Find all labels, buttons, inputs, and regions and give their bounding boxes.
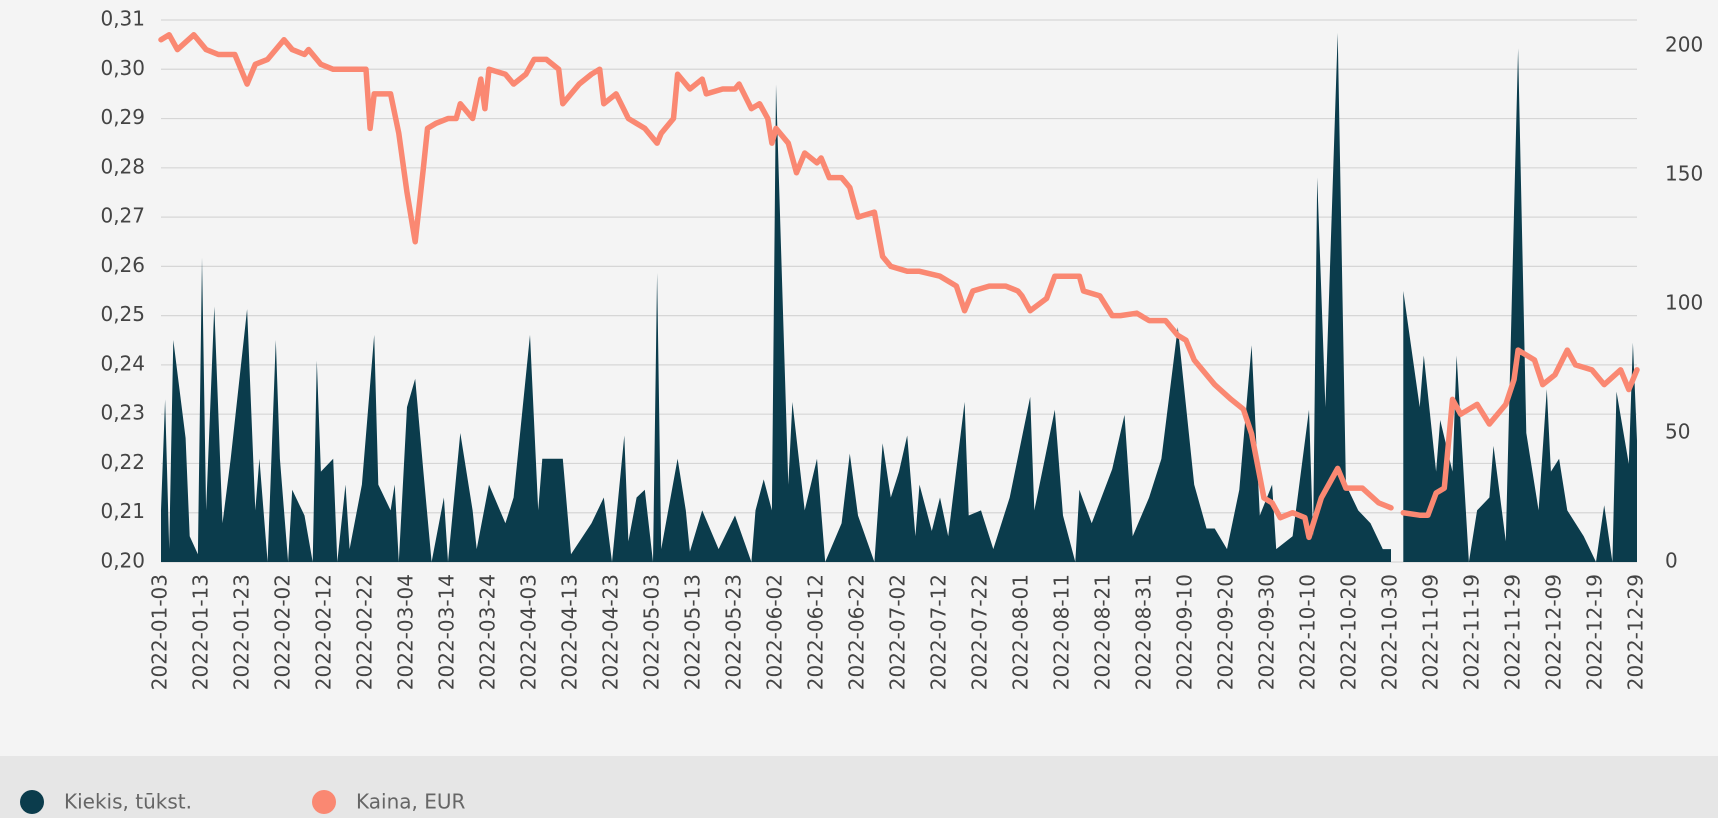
y-tick-label: 0,28: [100, 154, 145, 178]
x-tick-label: 2022-10-10: [1296, 574, 1320, 690]
x-tick-label: 2022-07-12: [927, 574, 951, 690]
x-tick-label: 2022-10-20: [1337, 574, 1361, 690]
x-tick-label: 2022-12-19: [1583, 574, 1607, 690]
x-tick-label: 2022-10-30: [1378, 574, 1402, 690]
x-tick-label: 2022-05-13: [681, 574, 705, 690]
y-tick-label: 0,30: [100, 56, 145, 80]
x-tick-label: 2022-08-21: [1091, 574, 1115, 690]
x-tick-label: 2022-12-29: [1624, 574, 1648, 690]
x-tick-label: 2022-09-20: [1214, 574, 1238, 690]
x-tick-label: 2022-08-11: [1050, 574, 1074, 690]
x-tick-label: 2022-02-22: [353, 574, 377, 690]
x-tick-label: 2022-01-23: [230, 574, 254, 690]
x-tick-label: 2022-04-23: [599, 574, 623, 690]
x-tick-label: 2022-11-29: [1501, 574, 1525, 690]
x-tick-label: 2022-04-03: [517, 574, 541, 690]
x-tick-label: 2022-09-10: [1173, 574, 1197, 690]
y2-tick-label: 50: [1665, 419, 1690, 443]
legend-label: Kaina, EUR: [356, 790, 465, 814]
x-tick-label: 2022-02-02: [271, 574, 295, 690]
y-tick-label: 0,31: [100, 7, 145, 31]
x-tick-label: 2022-03-14: [435, 574, 459, 690]
y-tick-label: 0,22: [100, 450, 145, 474]
quantity-area: [161, 32, 1391, 562]
y-tick-label: 0,23: [100, 401, 145, 425]
x-tick-label: 2022-07-02: [886, 574, 910, 690]
x-tick-label: 2022-02-12: [312, 574, 336, 690]
x-tick-label: 2022-07-22: [968, 574, 992, 690]
legend-label: Kiekis, tūkst.: [64, 790, 192, 814]
legend-marker: [312, 790, 336, 814]
y2-tick-label: 200: [1665, 32, 1703, 56]
x-tick-label: 2022-03-24: [476, 574, 500, 690]
x-tick-label: 2022-01-03: [148, 574, 172, 690]
y-tick-label: 0,26: [100, 253, 145, 277]
legend-marker: [20, 790, 44, 814]
x-tick-label: 2022-09-30: [1255, 574, 1279, 690]
y-tick-label: 0,21: [100, 499, 145, 523]
x-tick-label: 2022-05-23: [722, 574, 746, 690]
price-line: [1400, 347, 1640, 518]
x-tick-label: 2022-08-31: [1132, 574, 1156, 690]
y-tick-label: 0,27: [100, 204, 145, 228]
x-tick-label: 2022-06-02: [763, 574, 787, 690]
x-tick-label: 2022-08-01: [1009, 574, 1033, 690]
x-tick-label: 2022-12-09: [1542, 574, 1566, 690]
x-tick-label: 2022-06-12: [804, 574, 828, 690]
y2-tick-label: 150: [1665, 161, 1703, 185]
y-tick-label: 0,25: [100, 302, 145, 326]
y2-tick-label: 0: [1665, 549, 1678, 573]
y2-tick-label: 100: [1665, 290, 1703, 314]
quantity-area: [1403, 48, 1637, 562]
x-tick-label: 2022-04-13: [558, 574, 582, 690]
y-tick-label: 0,20: [100, 549, 145, 573]
x-tick-label: 2022-11-19: [1460, 574, 1484, 690]
x-tick-label: 2022-11-09: [1419, 574, 1443, 690]
x-tick-label: 2022-05-03: [640, 574, 664, 690]
x-tick-label: 2022-06-22: [845, 574, 869, 690]
y-tick-label: 0,24: [100, 351, 145, 375]
x-tick-label: 2022-03-04: [394, 574, 418, 690]
y-tick-label: 0,29: [100, 105, 145, 129]
x-tick-label: 2022-01-13: [189, 574, 213, 690]
price-line: [158, 32, 1394, 541]
legend-band: [0, 756, 1718, 818]
